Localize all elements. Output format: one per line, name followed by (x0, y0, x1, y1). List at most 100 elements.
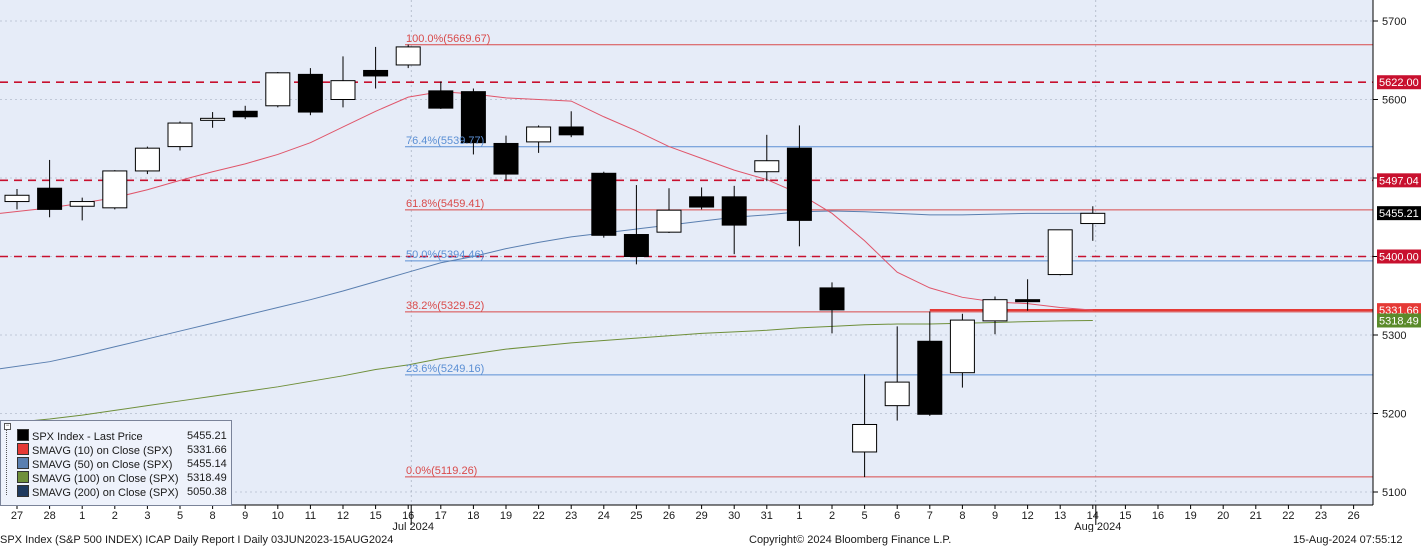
x-tick-label: 5 (862, 510, 868, 522)
fib-label: 100.0%(5669.67) (406, 33, 490, 45)
x-tick-label: 8 (210, 510, 216, 522)
x-tick-label: 31 (761, 510, 773, 522)
x-tick-label: 1 (796, 510, 802, 522)
month-label: Aug 2024 (1074, 521, 1121, 532)
candle-up (982, 299, 1008, 322)
price-tag (1377, 75, 1421, 90)
price-tag (1377, 313, 1421, 328)
legend-item-last-price: SPX Index - Last Price 5455.21 (17, 429, 227, 443)
candle-up (526, 126, 552, 143)
sma10-line (0, 91, 1093, 311)
price-tag-label: 5455.21 (1379, 208, 1419, 220)
x-tick-label: 3 (144, 510, 150, 522)
candle-up (102, 170, 128, 209)
x-tick-label: 22 (1282, 510, 1294, 522)
x-tick-label: 7 (927, 510, 933, 522)
price-tag-label: 5622.00 (1379, 77, 1419, 89)
candle-up (330, 80, 356, 101)
candle-up (134, 147, 160, 172)
footer-timestamp: 15-Aug-2024 07:55:12 (1293, 534, 1403, 546)
sma100-line (0, 319, 1093, 425)
x-tick-label: 19 (500, 510, 512, 522)
x-tick-label: 25 (630, 510, 642, 522)
candle-up (754, 160, 780, 173)
x-tick-label: 26 (663, 510, 675, 522)
candle-down (623, 234, 649, 258)
horizontal-levels (0, 44, 1373, 478)
legend-swatch (17, 471, 29, 483)
price-tags: 5622.005497.045455.215400.005331.665318.… (1377, 75, 1421, 328)
footer-source: SPX Index (S&P 500 INDEX) ICAP Daily Rep… (0, 534, 394, 546)
x-tick-label: 23 (565, 510, 577, 522)
candle-up (949, 319, 975, 374)
x-tick-label: 30 (728, 510, 740, 522)
fib-label: 61.8%(5459.41) (406, 198, 484, 210)
x-tick-label: 9 (242, 510, 248, 522)
legend-swatch (17, 457, 29, 469)
fib-label: 76.4%(5539.77) (406, 135, 484, 147)
sma50-line (0, 210, 1093, 370)
fib-label: 0.0%(5119.26) (406, 465, 477, 477)
candle-up (656, 209, 682, 233)
candle-up (395, 46, 421, 66)
legend-tree-line (6, 429, 12, 495)
candle-up (884, 381, 910, 407)
footer-copyright: Copyright© 2024 Bloomberg Finance L.P. (749, 534, 952, 546)
fib-labels: 100.0%(5669.67) 76.4%(5539.77) 61.8%(5459.… (406, 33, 490, 477)
candle-up (1080, 212, 1106, 225)
month-label: Jul 2024 (392, 521, 434, 532)
x-tick-label: 17 (435, 510, 447, 522)
x-tick-label: 13 (1054, 510, 1066, 522)
x-tick-label: 18 (467, 510, 479, 522)
x-tick-label: 24 (598, 510, 610, 522)
y-tick-label: 5300 (1382, 330, 1406, 342)
candle-up (167, 122, 193, 148)
collapse-icon[interactable]: − (4, 423, 11, 430)
y-tick-label: 5700 (1382, 16, 1406, 28)
price-tag-label: 5400.00 (1379, 252, 1419, 264)
candle-down (460, 91, 486, 144)
x-tick-label: 12 (337, 510, 349, 522)
candle-down (591, 172, 617, 236)
candle-down (558, 126, 584, 136)
price-tag (1377, 206, 1421, 221)
candle-down (721, 196, 747, 226)
candle-down (428, 90, 454, 109)
candle-down (689, 196, 715, 208)
x-tick-label: 19 (1184, 510, 1196, 522)
candle-down (232, 110, 258, 118)
legend-item-sma10: SMAVG (10) on Close (SPX) 5331.66 (17, 443, 227, 457)
candle-up (852, 423, 878, 453)
legend-item-sma50: SMAVG (50) on Close (SPX) 5455.14 (17, 457, 227, 471)
candle-down (363, 69, 389, 77)
fib-label: 23.6%(5249.16) (406, 363, 484, 375)
price-tag (1377, 249, 1421, 264)
y-tick-label: 5200 (1382, 409, 1406, 421)
legend-swatch (17, 485, 29, 497)
y-tick-label: 5600 (1382, 95, 1406, 107)
x-tick-label: 8 (959, 510, 965, 522)
candle-down (37, 187, 63, 210)
legend-swatch (17, 429, 29, 441)
x-tick-label: 2 (112, 510, 118, 522)
x-tick-label: 21 (1250, 510, 1262, 522)
y-tick-label: 5100 (1382, 487, 1406, 499)
x-tick-label: 2 (829, 510, 835, 522)
x-tick-label: 16 (1152, 510, 1164, 522)
x-tick-label: 29 (695, 510, 707, 522)
moving-averages (0, 91, 1093, 425)
candle-down (493, 142, 519, 175)
legend-item-sma100: SMAVG (100) on Close (SPX) 5318.49 (17, 471, 227, 485)
x-tick-label: 20 (1217, 510, 1229, 522)
candles (4, 44, 1106, 478)
fib-label: 38.2%(5329.52) (406, 300, 484, 312)
candle-up (1047, 229, 1073, 276)
price-tag-label: 5318.49 (1379, 315, 1419, 327)
chart-legend: − SPX Index - Last Price 5455.21 SMAVG (1… (0, 420, 232, 506)
fib-label: 50.0%(5394.46) (406, 249, 484, 261)
x-tick-label: 27 (11, 510, 23, 522)
x-tick-label: 9 (992, 510, 998, 522)
x-tick-label: 23 (1315, 510, 1327, 522)
x-tick-label: 6 (894, 510, 900, 522)
